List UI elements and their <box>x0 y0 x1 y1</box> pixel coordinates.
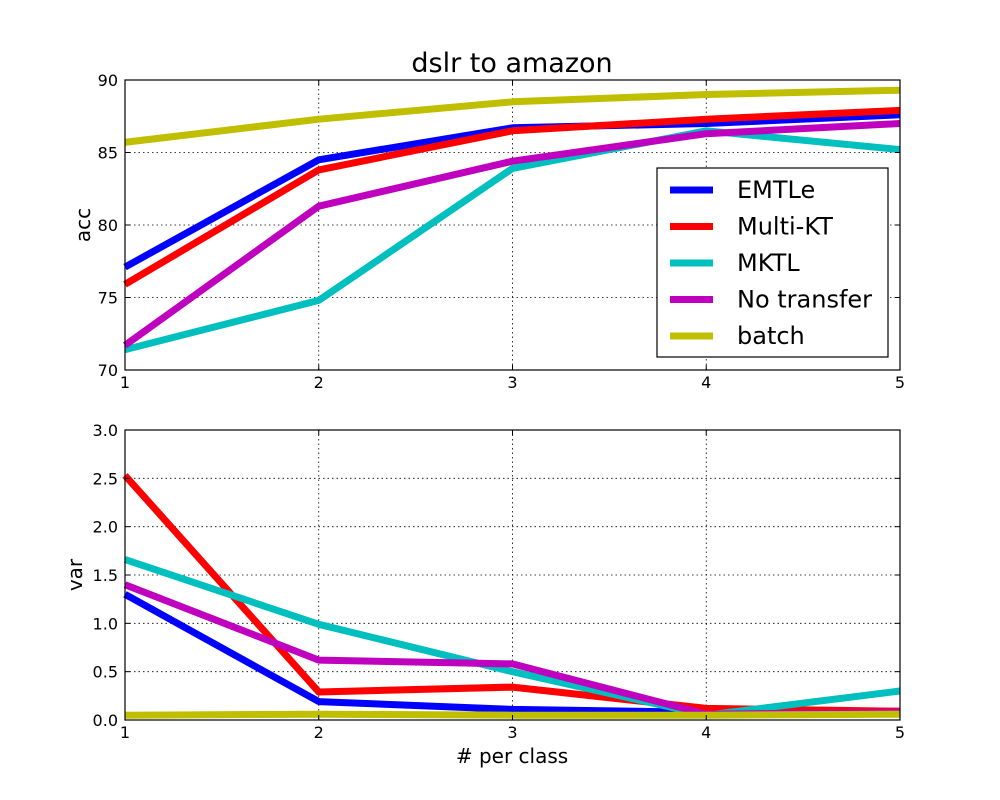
acc-chart: dslr to amazon 1 2 3 4 5 70 75 80 85 90 acc EMTL… <box>71 48 905 392</box>
legend-label-no-transfer: No transfer <box>737 286 872 314</box>
var-y-tick-label: 1.5 <box>93 566 118 585</box>
legend-label-mktl: MKTL <box>737 249 800 277</box>
acc-y-ticks: 70 75 80 85 90 <box>98 71 900 380</box>
var-x-ticks: 1 2 3 4 5 <box>120 430 905 742</box>
var-y-tick-label: 0.0 <box>93 711 118 730</box>
acc-x-ticks: 1 2 3 4 5 <box>120 80 905 392</box>
acc-y-tick-label: 90 <box>98 71 118 90</box>
legend-label-emtle: EMTLe <box>737 176 815 204</box>
var-y-tick-label: 2.0 <box>93 518 118 537</box>
legend-label-multi-kt: Multi-KT <box>737 213 833 241</box>
legend-label-batch: batch <box>737 322 805 350</box>
var-x-tick-label: 1 <box>120 723 130 742</box>
var-x-tick-label: 5 <box>895 723 905 742</box>
acc-x-tick-label: 3 <box>507 373 517 392</box>
chart-title: dslr to amazon <box>411 48 612 79</box>
acc-x-tick-label: 5 <box>895 373 905 392</box>
acc-x-tick-label: 2 <box>314 373 324 392</box>
acc-y-tick-label: 75 <box>98 289 118 308</box>
var-series-line-mktl <box>123 556 901 719</box>
var-y-tick-label: 2.5 <box>93 469 118 488</box>
var-series-group <box>122 473 901 719</box>
var-y-tick-label: 1.0 <box>93 614 118 633</box>
var-x-tick-label: 3 <box>507 723 517 742</box>
var-x-tick-label: 4 <box>701 723 711 742</box>
var-chart: 1 2 3 4 5 0.0 0.5 1.0 1.5 2.0 2.5 3.0 var # per cl… <box>63 421 905 768</box>
acc-series-group <box>122 86 901 354</box>
acc-y-tick-label: 70 <box>98 361 118 380</box>
var-x-tick-label: 2 <box>314 723 324 742</box>
var-y-tick-label: 3.0 <box>93 421 118 440</box>
acc-x-tick-label: 4 <box>701 373 711 392</box>
acc-series-line-mktl <box>124 127 901 354</box>
acc-y-tick-label: 85 <box>98 144 118 163</box>
legend: EMTLe Multi-KT MKTL No transfer batch <box>656 167 889 358</box>
var-x-axis-label: # per class <box>456 744 568 768</box>
acc-series-line-multi-kt <box>123 106 901 288</box>
acc-x-tick-label: 1 <box>120 373 130 392</box>
var-y-axis-label: var <box>63 558 87 591</box>
acc-y-tick-label: 80 <box>98 216 118 235</box>
acc-series-line-batch <box>124 86 901 146</box>
var-y-ticks: 0.0 0.5 1.0 1.5 2.0 2.5 3.0 <box>93 421 900 730</box>
acc-y-axis-label: acc <box>71 208 95 242</box>
var-y-tick-label: 0.5 <box>93 663 118 682</box>
acc-series-line-no-transfer <box>122 120 901 349</box>
